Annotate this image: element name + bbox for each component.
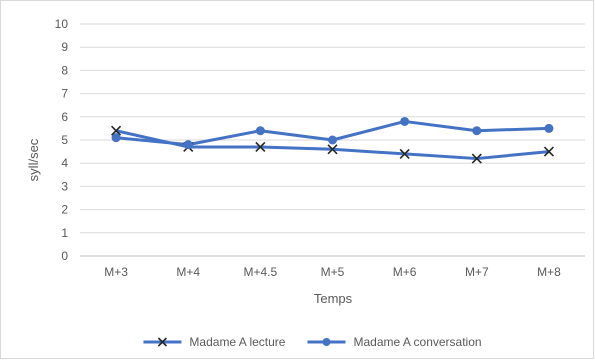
x-tick-labels: M+3 M+4 M+4.5 M+5 M+6 M+7 M+8: [104, 265, 561, 279]
x-marker: [157, 337, 167, 347]
x-tick-label: M+4: [176, 265, 200, 279]
x-tick-label: M+7: [465, 265, 489, 279]
data-point-series-1: [327, 144, 338, 155]
data-point-series-2: [111, 133, 121, 143]
x-tick-label: M+8: [537, 265, 561, 279]
x-axis-label: Temps: [314, 291, 353, 306]
circle-marker: [322, 338, 331, 346]
legend-label: Madame A conversation: [353, 335, 481, 349]
y-tick-label: 2: [61, 203, 68, 217]
x-tick-label: M+3: [104, 265, 128, 279]
y-tick-label: 3: [61, 179, 68, 193]
y-tick-label: 4: [61, 156, 68, 170]
x-tick-label: M+5: [321, 265, 345, 279]
y-tick-label: 7: [61, 87, 68, 101]
y-tick-labels: 0 1 2 3 4 5 6 7 8 9 10: [55, 17, 69, 263]
y-tick-label: 9: [61, 40, 68, 54]
x-tick-label: M+4.5: [244, 265, 278, 279]
data-point-series-1: [111, 125, 122, 136]
y-tick-label: 0: [61, 249, 68, 263]
data-point-series-1: [543, 146, 554, 157]
legend-label: Madame A lecture: [189, 335, 285, 349]
legend-entry: Madame A lecture: [143, 335, 286, 349]
data-point-series-2: [472, 126, 482, 136]
legend: Madame A lecture Madame A conversation: [143, 335, 482, 349]
data-point-series-1: [471, 153, 482, 164]
data-point-series-2: [544, 123, 554, 133]
data-point-series-2: [255, 126, 265, 136]
y-tick-label: 6: [61, 110, 68, 124]
data-point-series-1: [255, 141, 266, 153]
y-tick-label: 5: [61, 133, 68, 147]
gridlines: [80, 23, 585, 257]
data-point-series-2: [400, 116, 410, 126]
series-group: [111, 116, 554, 164]
x-tick-label: M+6: [393, 265, 417, 279]
data-point-series-1: [399, 148, 410, 159]
y-tick-label: 10: [55, 17, 69, 31]
y-tick-label: 8: [61, 63, 68, 77]
legend-entry: Madame A conversation: [307, 335, 482, 349]
data-point-series-2: [183, 140, 193, 150]
y-tick-label: 1: [61, 226, 68, 240]
y-axis-label: syll/sec: [26, 138, 41, 181]
data-point-series-2: [328, 135, 337, 145]
